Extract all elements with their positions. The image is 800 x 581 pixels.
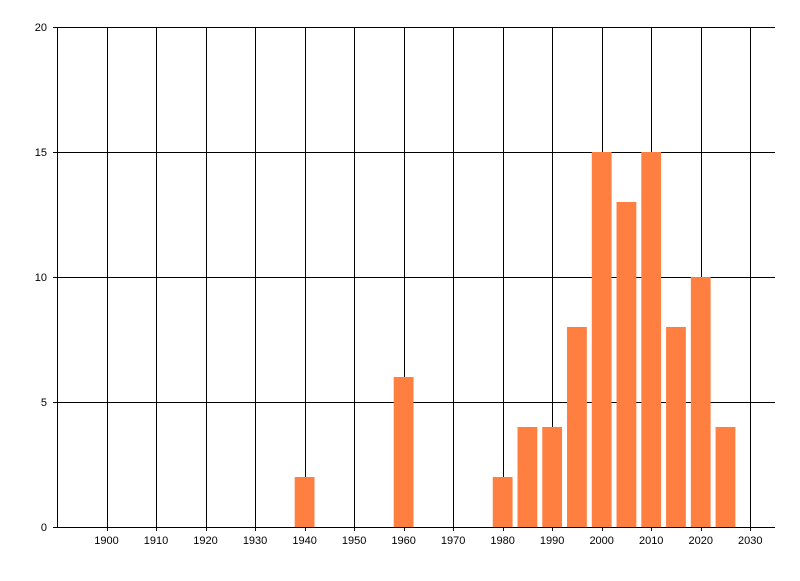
y-tick-label: 0 xyxy=(41,522,47,534)
x-tick-label: 1980 xyxy=(490,535,514,547)
bar xyxy=(616,202,637,527)
x-tick-label: 1960 xyxy=(391,535,415,547)
x-tick-label: 2030 xyxy=(738,535,762,547)
y-tick-label: 15 xyxy=(35,147,47,159)
y-tick-label: 5 xyxy=(41,397,47,409)
bar xyxy=(591,152,612,527)
x-tick-label: 1950 xyxy=(342,535,366,547)
bar xyxy=(690,277,711,527)
y-tick-label: 20 xyxy=(35,22,47,34)
bar xyxy=(641,152,662,527)
y-tick-label: 10 xyxy=(35,272,47,284)
x-tick-label: 1970 xyxy=(441,535,465,547)
bar xyxy=(517,427,538,527)
x-tick-label: 1940 xyxy=(292,535,316,547)
x-tick-label: 1990 xyxy=(540,535,564,547)
bar xyxy=(666,327,686,527)
x-tick-label: 1920 xyxy=(193,535,217,547)
x-tick-label: 2020 xyxy=(688,535,712,547)
bar xyxy=(393,377,414,527)
bar xyxy=(294,477,315,527)
x-tick-label: 1930 xyxy=(243,535,267,547)
bar xyxy=(542,427,563,527)
bar xyxy=(715,427,736,527)
x-tick-label: 2010 xyxy=(639,535,663,547)
x-tick-label: 1910 xyxy=(144,535,168,547)
x-tick-label: 1900 xyxy=(94,535,118,547)
bar xyxy=(567,327,587,527)
bar xyxy=(492,477,513,527)
x-tick-label: 2000 xyxy=(589,535,613,547)
